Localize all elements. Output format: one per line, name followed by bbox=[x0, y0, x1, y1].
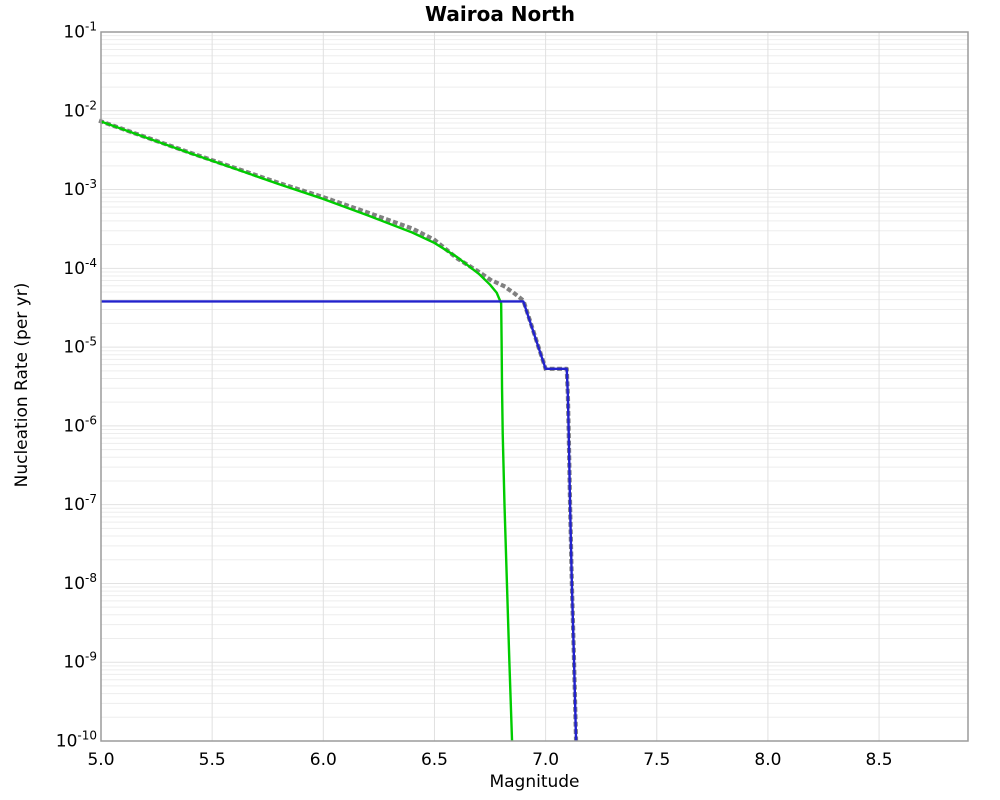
series-curve-solid-green bbox=[100, 120, 514, 742]
y-tick-label: 10-5 bbox=[63, 335, 97, 358]
x-tick-label: 7.0 bbox=[532, 750, 559, 770]
y-tick-label: 10-9 bbox=[63, 650, 97, 673]
x-tick-label: 6.5 bbox=[421, 750, 448, 770]
y-axis-title: Nucleation Rate (per yr) bbox=[12, 282, 32, 488]
x-tick-label: 6.0 bbox=[310, 750, 337, 770]
x-tick-label: 8.5 bbox=[866, 750, 893, 770]
x-tick-label: 7.5 bbox=[643, 750, 670, 770]
x-tick-label: 5.5 bbox=[199, 750, 226, 770]
series-total-dotted-gray bbox=[98, 118, 579, 744]
series-curve-solid-blue bbox=[101, 300, 578, 742]
x-tick-label: 8.0 bbox=[754, 750, 781, 770]
y-tick-label: 10-2 bbox=[63, 98, 97, 121]
y-tick-label: 10-7 bbox=[63, 492, 97, 515]
y-tick-label: 10-10 bbox=[56, 729, 97, 752]
y-tick-label: 10-8 bbox=[63, 571, 97, 594]
x-tick-label: 5.0 bbox=[87, 750, 114, 770]
y-tick-label: 10-4 bbox=[63, 256, 97, 279]
chart-title: Wairoa North bbox=[425, 2, 575, 26]
y-tick-label: 10-6 bbox=[63, 413, 97, 436]
plot-frame bbox=[100, 31, 969, 742]
y-tick-label: 10-1 bbox=[63, 20, 97, 43]
x-axis-title: Magnitude bbox=[489, 772, 580, 792]
y-tick-label: 10-3 bbox=[63, 177, 97, 200]
